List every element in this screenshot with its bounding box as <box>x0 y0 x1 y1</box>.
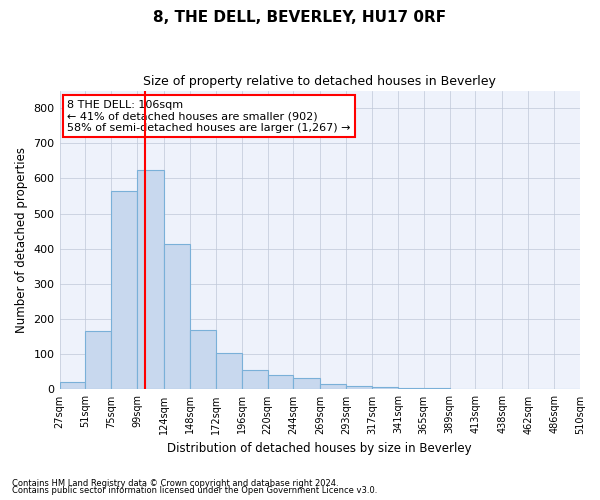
Bar <box>293 378 320 390</box>
Bar <box>449 388 475 390</box>
Bar <box>346 386 372 390</box>
Bar <box>242 370 268 390</box>
Text: Contains public sector information licensed under the Open Government Licence v3: Contains public sector information licen… <box>12 486 377 495</box>
Y-axis label: Number of detached properties: Number of detached properties <box>15 147 28 333</box>
Bar <box>320 384 346 390</box>
Bar <box>216 353 242 390</box>
Text: 8 THE DELL: 106sqm
← 41% of detached houses are smaller (902)
58% of semi-detach: 8 THE DELL: 106sqm ← 41% of detached hou… <box>67 100 351 132</box>
Bar <box>137 170 164 390</box>
Bar <box>372 386 398 390</box>
Bar <box>59 382 85 390</box>
Text: 8, THE DELL, BEVERLEY, HU17 0RF: 8, THE DELL, BEVERLEY, HU17 0RF <box>154 10 446 25</box>
Bar <box>190 330 216 390</box>
Bar <box>424 388 449 390</box>
Bar <box>268 374 293 390</box>
Bar <box>85 332 111 390</box>
Text: Contains HM Land Registry data © Crown copyright and database right 2024.: Contains HM Land Registry data © Crown c… <box>12 478 338 488</box>
X-axis label: Distribution of detached houses by size in Beverley: Distribution of detached houses by size … <box>167 442 472 455</box>
Bar <box>164 244 190 390</box>
Title: Size of property relative to detached houses in Beverley: Size of property relative to detached ho… <box>143 75 496 88</box>
Bar <box>398 388 424 390</box>
Bar <box>111 191 137 390</box>
